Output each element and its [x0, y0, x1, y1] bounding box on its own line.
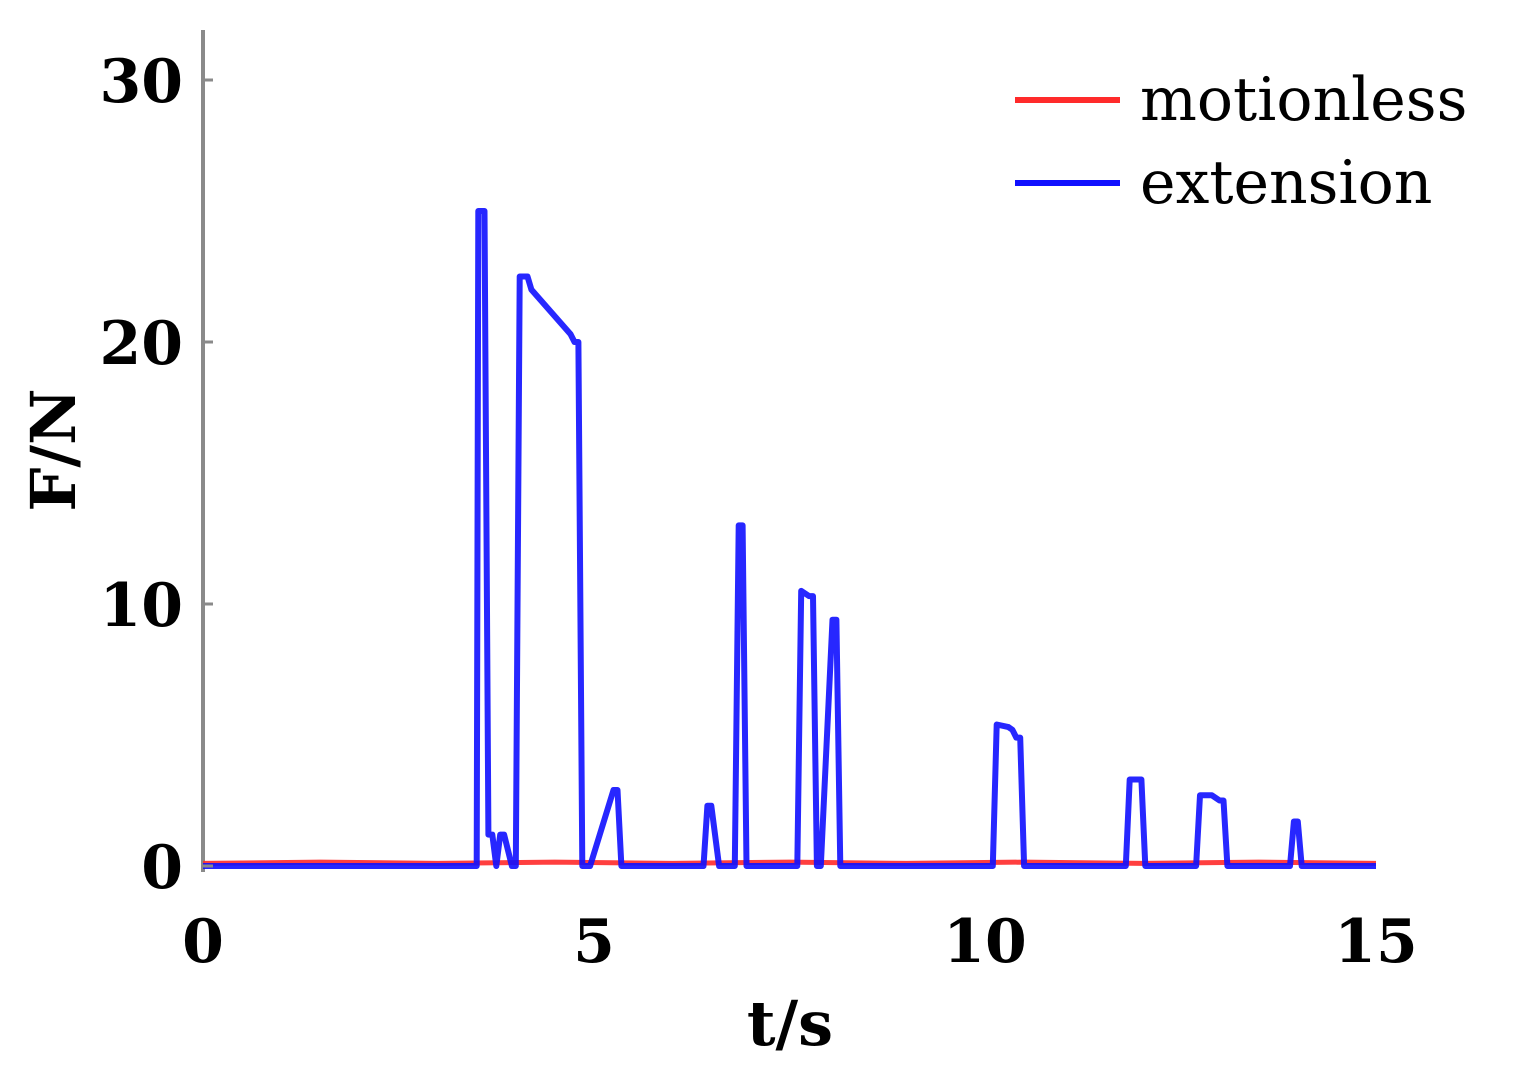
legend-label-extension: extension — [1140, 148, 1432, 218]
y-tick-label-30: 30 — [100, 47, 184, 117]
x-tick-label-0: 0 — [182, 907, 224, 977]
series-line-extension — [203, 208, 1376, 869]
legend: motionless extension — [1015, 65, 1467, 218]
legend-label-motionless: motionless — [1140, 65, 1467, 135]
y-tick-label-20: 20 — [100, 309, 184, 379]
y-tick-label-0: 0 — [141, 833, 183, 903]
x-tick-label-10: 10 — [943, 907, 1027, 977]
tick-labels: 0 10 20 30 0 5 10 15 — [100, 47, 1418, 977]
x-axis-label: t/s — [747, 987, 833, 1060]
series-line-motionless — [202, 859, 1377, 866]
x-tick-label-5: 5 — [573, 907, 615, 977]
y-axis-label: F/N — [17, 388, 90, 511]
y-tick-label-10: 10 — [100, 571, 184, 641]
x-tick-label-15: 15 — [1334, 907, 1418, 977]
series-group — [202, 208, 1377, 869]
